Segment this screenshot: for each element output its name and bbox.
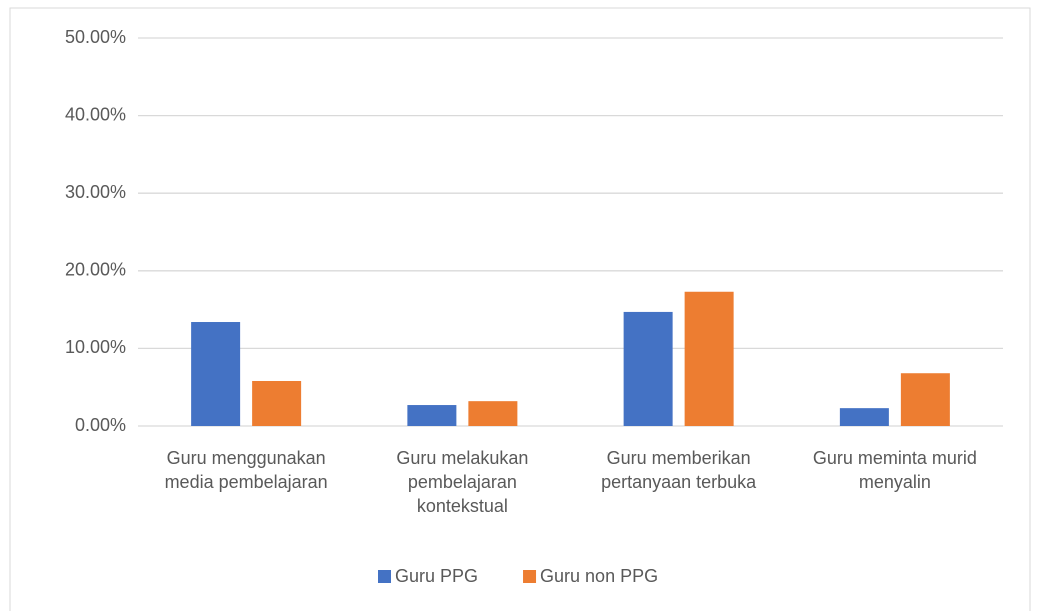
x-tick-label: Guru memberikan pertanyaan terbuka <box>601 448 757 492</box>
bar <box>191 322 241 426</box>
y-tick-label: 30.00% <box>65 182 126 202</box>
y-tick-label: 50.00% <box>65 27 126 47</box>
y-tick-label: 10.00% <box>65 337 126 357</box>
y-tick-label: 20.00% <box>65 260 126 280</box>
bar <box>468 401 518 426</box>
legend-swatch <box>523 570 537 583</box>
y-tick-label: 40.00% <box>65 104 126 124</box>
bar <box>252 380 302 426</box>
y-tick-label: 0.00% <box>75 415 126 435</box>
bar <box>407 405 457 426</box>
legend-label: Guru non PPG <box>540 566 658 586</box>
legend-swatch <box>378 570 391 583</box>
x-tick-label: Guru meminta murid menyalin <box>812 448 977 492</box>
legend-label: Guru PPG <box>395 566 478 586</box>
bar <box>684 291 734 426</box>
bar <box>839 408 889 426</box>
bar <box>623 311 673 426</box>
x-tick-label: Guru menggunakan media pembelajaran <box>164 448 328 492</box>
bar <box>900 373 950 426</box>
chart-frame <box>9 7 1031 611</box>
x-tick-label: Guru melakukan pembelajaran kontekstual <box>396 448 529 516</box>
